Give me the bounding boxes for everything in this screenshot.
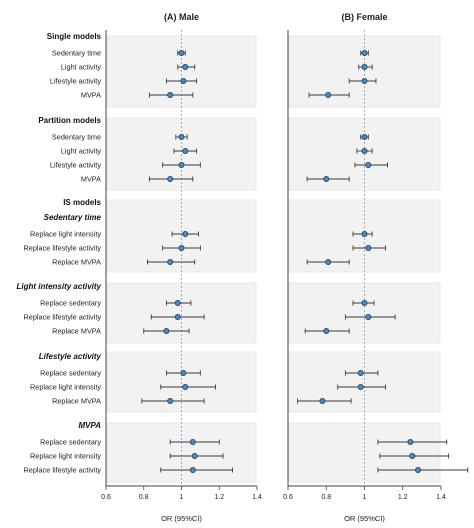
row-label: Replace sedentary — [40, 299, 101, 308]
estimate-point — [361, 78, 368, 85]
x-tick-label: 1.2 — [398, 494, 408, 501]
row-label: Replace light intensity — [30, 383, 101, 392]
group-background-box — [106, 422, 257, 483]
estimate-point — [323, 175, 330, 182]
estimate-point — [361, 299, 368, 306]
row-label: Replace MVPA — [52, 258, 101, 267]
x-tick-label: 0.6 — [101, 494, 111, 501]
estimate-point — [178, 133, 185, 140]
row-label: Replace lifestyle activity — [24, 466, 102, 475]
row-label: Sedentary time — [52, 49, 101, 58]
x-tick-label: 1 — [180, 494, 184, 501]
row-label: Sedentary time — [52, 133, 101, 142]
row-label: Lifestyle activity — [50, 77, 101, 86]
estimate-point — [178, 50, 185, 57]
estimate-point — [167, 397, 174, 404]
estimate-point — [415, 466, 422, 473]
x-tick-label: 1.4 — [436, 494, 446, 501]
group-background-box — [288, 422, 441, 483]
row-label: Light activity — [61, 147, 102, 156]
row-label: Replace MVPA — [52, 327, 101, 336]
x-tick-label: 0.8 — [139, 494, 149, 501]
estimate-point — [357, 383, 364, 390]
x-tick-label: 1.4 — [252, 494, 262, 501]
estimate-point — [174, 313, 181, 320]
estimate-point — [180, 78, 187, 85]
estimate-point — [167, 92, 174, 99]
group-title: Lifestyle activity — [39, 352, 102, 361]
x-tick-label: 1 — [363, 494, 367, 501]
estimate-point — [163, 327, 170, 334]
panel-title: (B) Female — [341, 12, 387, 22]
estimate-point — [189, 438, 196, 445]
row-label: Replace MVPA — [52, 397, 101, 406]
estimate-point — [319, 397, 326, 404]
row-label: MVPA — [81, 91, 101, 100]
estimate-point — [182, 64, 189, 71]
estimate-point — [325, 92, 332, 99]
estimate-point — [409, 452, 416, 459]
group-title: Partition models — [38, 116, 101, 125]
estimate-point — [361, 50, 368, 57]
x-axis-label: OR (95%CI) — [344, 514, 385, 523]
row-label: Replace light intensity — [30, 230, 101, 239]
estimate-point — [167, 175, 174, 182]
group-title: MVPA — [78, 421, 101, 430]
estimate-point — [180, 369, 187, 376]
estimate-point — [189, 466, 196, 473]
estimate-point — [323, 327, 330, 334]
estimate-point — [178, 161, 185, 168]
group-title: IS models — [63, 198, 101, 207]
row-label: Light activity — [61, 63, 102, 72]
estimate-point — [361, 64, 368, 71]
estimate-point — [178, 244, 185, 251]
x-tick-label: 0.8 — [321, 494, 331, 501]
group-subtitle: Sedentary time — [44, 213, 102, 222]
estimate-point — [361, 133, 368, 140]
estimate-point — [182, 383, 189, 390]
estimate-point — [361, 230, 368, 237]
estimate-point — [361, 147, 368, 154]
row-label: Replace lifestyle activity — [24, 313, 102, 322]
estimate-point — [182, 230, 189, 237]
group-title: Light intensity activity — [17, 282, 102, 291]
estimate-point — [174, 299, 181, 306]
estimate-point — [357, 369, 364, 376]
row-label: MVPA — [81, 175, 101, 184]
estimate-point — [191, 452, 198, 459]
group-background-box — [288, 282, 441, 344]
estimate-point — [325, 258, 332, 265]
row-label: Lifestyle activity — [50, 161, 101, 170]
group-title: Single models — [47, 32, 102, 41]
row-label: Replace light intensity — [30, 452, 101, 461]
row-label: Replace lifestyle activity — [24, 244, 102, 253]
estimate-point — [365, 244, 372, 251]
estimate-point — [365, 313, 372, 320]
row-label: Replace sedentary — [40, 369, 101, 378]
estimate-point — [167, 258, 174, 265]
estimate-point — [365, 161, 372, 168]
estimate-point — [182, 147, 189, 154]
panel-title: (A) Male — [164, 12, 199, 22]
row-label: Replace sedentary — [40, 438, 101, 447]
x-tick-label: 1.2 — [214, 494, 224, 501]
x-axis-label: OR (95%CI) — [161, 514, 202, 523]
x-tick-label: 0.6 — [283, 494, 293, 501]
estimate-point — [407, 438, 414, 445]
